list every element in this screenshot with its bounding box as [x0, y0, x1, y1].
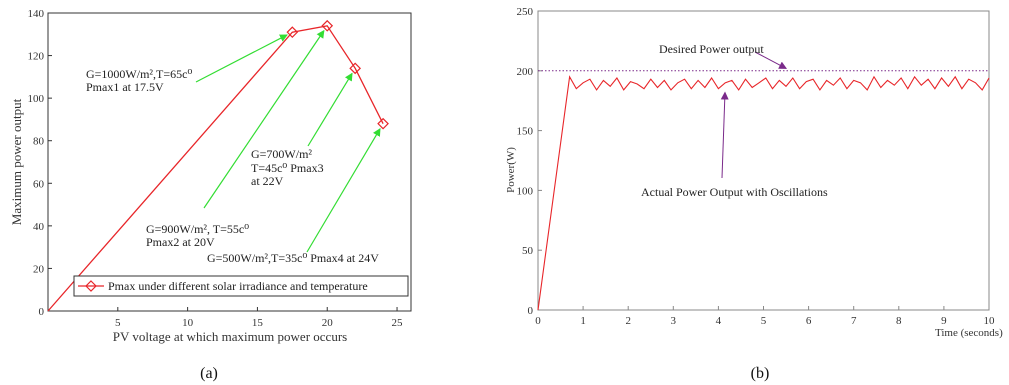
chart-a-data-point — [377, 117, 389, 130]
chart-a-annotation-text: G=1000W/m²,T=65c⁰ — [86, 67, 192, 81]
chart-a-y-tick-label: 40 — [33, 221, 45, 233]
chart-a-annotation-arrow — [195, 34, 288, 83]
chart-a-legend-label: Pmax under different solar irradiance an… — [108, 279, 368, 293]
chart-b-caption: (b) — [751, 365, 770, 382]
chart-b-x-tick-label: 4 — [716, 315, 722, 327]
chart-b-annotation-arrow — [754, 51, 788, 69]
chart-a-x-tick-label: 5 — [115, 317, 121, 329]
chart-a-y-axis-label: Maximum power output — [9, 98, 24, 225]
chart-a-y-tick-label: 80 — [33, 136, 45, 148]
chart-b-y-tick-label: 50 — [522, 245, 534, 257]
chart-a-annotation-text: Pmax1 at 17.5V — [86, 80, 164, 94]
chart-a-y-tick-label: 60 — [33, 178, 45, 190]
chart-a-legend-box — [73, 275, 409, 297]
chart-b-x-tick-label: 1 — [580, 315, 586, 327]
chart-a-annotation-text: G=500W/m²,T=35c⁰ Pmax4 at 24V — [207, 251, 379, 265]
chart-a-annotation-arrow — [203, 29, 325, 209]
chart-b-x-axis-label: Time (seconds) — [935, 327, 1003, 339]
chart-a: 0 20 40 60 80 100 120 140 5 10 15 20 25 G=1000W/m²,… — [9, 8, 412, 382]
chart-a-annotation-arrow — [306, 127, 381, 253]
chart-a-series-line — [47, 25, 384, 312]
chart-a-caption: (a) — [200, 365, 218, 382]
chart-a-y-tick-label: 20 — [33, 263, 45, 275]
chart-a-x-tick-label: 10 — [182, 317, 194, 329]
chart-b-x-tick-label: 9 — [941, 315, 947, 327]
chart-a-x-tick-label: 25 — [392, 317, 404, 329]
chart-a-y-tick-label: 140 — [28, 8, 45, 20]
chart-a-x-ticks: 5 10 15 20 25 — [115, 307, 403, 329]
chart-b-annotation-text: Desired Power output — [659, 42, 764, 56]
chart-b-y-tick-label: 150 — [517, 126, 534, 138]
chart-b-x-tick-label: 10 — [984, 315, 996, 327]
chart-a-data-point — [286, 26, 299, 39]
chart-a-plot-frame — [47, 12, 412, 312]
chart-b-annotation-arrow — [720, 91, 729, 179]
chart-b-y-tick-label: 200 — [517, 66, 534, 78]
chart-b-y-tick-label: 100 — [517, 185, 534, 197]
chart-b-x-tick-label: 2 — [625, 315, 631, 327]
chart-a-data-point — [321, 19, 334, 32]
chart-a-annotation-text: at 22V — [251, 174, 284, 188]
chart-b-x-tick-label: 6 — [806, 315, 812, 327]
chart-b-series — [537, 70, 990, 311]
chart-a-legend: Pmax under different solar irradiance an… — [73, 275, 409, 297]
chart-a-annotation-arrow — [307, 72, 353, 147]
chart-a-annotation-text: G=700W/m² — [251, 147, 312, 161]
chart-b-x-tick-label: 5 — [761, 315, 767, 327]
chart-b-x-tick-label: 8 — [896, 315, 902, 327]
chart-b-y-tick-label: 250 — [517, 6, 534, 18]
chart-a-y-tick-label: 0 — [39, 306, 45, 318]
chart-a-series — [47, 19, 389, 312]
chart-b-x-tick-label: 7 — [851, 315, 857, 327]
chart-a-legend-marker — [85, 280, 97, 292]
chart-b-y-ticks: 0 50 100 150 200 250 — [517, 6, 542, 317]
chart-a-annotation-text: G=900W/m², T=55c⁰ — [146, 222, 249, 236]
chart-a-annotation-text: Pmax2 at 20V — [146, 235, 215, 249]
chart-b-x-tick-label: 3 — [671, 315, 677, 327]
chart-b-y-axis-label: Power(W) — [505, 147, 517, 193]
chart-a-y-ticks: 0 20 40 60 80 100 120 140 — [28, 8, 52, 318]
chart-a-x-axis-label: PV voltage at which maximum power occurs — [113, 329, 347, 344]
chart-a-y-tick-label: 100 — [28, 93, 45, 105]
chart-b-x-tick-label: 0 — [535, 315, 541, 327]
chart-b-series-line — [537, 75, 990, 311]
chart-a-x-tick-label: 15 — [252, 317, 264, 329]
chart-b: 0 50 100 150 200 250 0 1 2 3 4 5 6 7 8 9 10 Desired Pow… — [505, 6, 1003, 382]
chart-b-annotation-text: Actual Power Output with Oscillations — [641, 185, 828, 199]
chart-a-annotation-text: T=45c⁰ Pmax3 — [251, 161, 324, 175]
chart-b-y-tick-label: 0 — [528, 305, 534, 317]
chart-a-y-tick-label: 120 — [28, 51, 45, 63]
chart-b-annotations: Desired Power output Actual Power Output … — [641, 42, 828, 199]
chart-a-data-point — [349, 62, 362, 75]
chart-b-x-ticks: 0 1 2 3 4 5 6 7 8 9 10 — [535, 306, 995, 327]
chart-a-x-tick-label: 20 — [322, 317, 334, 329]
